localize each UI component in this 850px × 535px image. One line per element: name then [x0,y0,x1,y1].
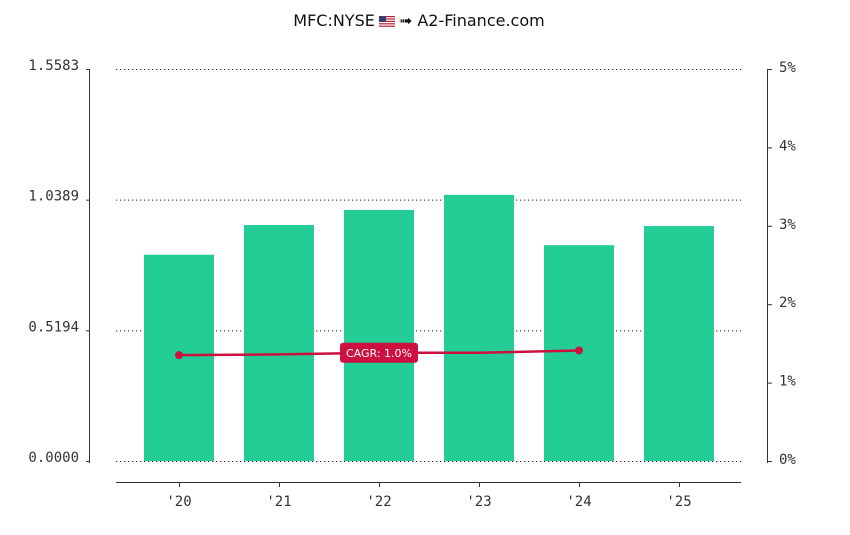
ticker-label: MFC:NYSE [293,11,375,30]
right-axis-tick-label: 2% [779,295,796,311]
x-axis-tick-label: '22 [366,494,391,510]
chart-title: MFC:NYSE ➟ A2-Finance.com [0,11,838,30]
x-axis-tick-label: '24 [566,494,591,510]
bar-23 [444,194,514,461]
left-axis-tick-label: 1.0389 [28,189,79,205]
bar-22 [344,209,414,461]
right-axis-tick-label: 4% [779,138,796,154]
bar-25 [644,226,714,461]
left-axis-tick-label: 0.0000 [28,450,79,466]
right-axis-tick-label: 3% [779,217,796,233]
site-label: A2-Finance.com [417,11,545,30]
us-flag-icon [378,16,395,28]
trend-end-point [575,346,583,355]
grid-lines [116,69,741,462]
right-axis-tick-label: 0% [779,452,796,468]
bar-21 [244,225,314,461]
trend-start-point [175,351,183,360]
cagr-label-text: CAGR: 1.0% [346,347,412,360]
arrow-glyph: ➟ [398,11,413,30]
right-axis-tick-label: 5% [779,60,796,76]
cagr-label-box [340,342,418,363]
x-axis-tick-label: '23 [466,494,491,510]
trend-line-layer: CAGR: 1.0% [175,342,583,363]
left-axis-tick-label: 1.5583 [28,58,79,74]
axes: 0.0000 0.5194 1.0389 1.5583 0% 1% 2% 3% 4% 5% '20 '… [28,58,796,510]
x-axis-tick-label: '21 [266,494,291,510]
x-axis-tick-label: '20 [166,494,191,510]
left-axis-tick-label: 0.5194 [28,319,79,335]
bars [144,194,714,461]
right-axis-tick-label: 1% [779,374,796,390]
x-axis-tick-label: '25 [666,494,691,510]
